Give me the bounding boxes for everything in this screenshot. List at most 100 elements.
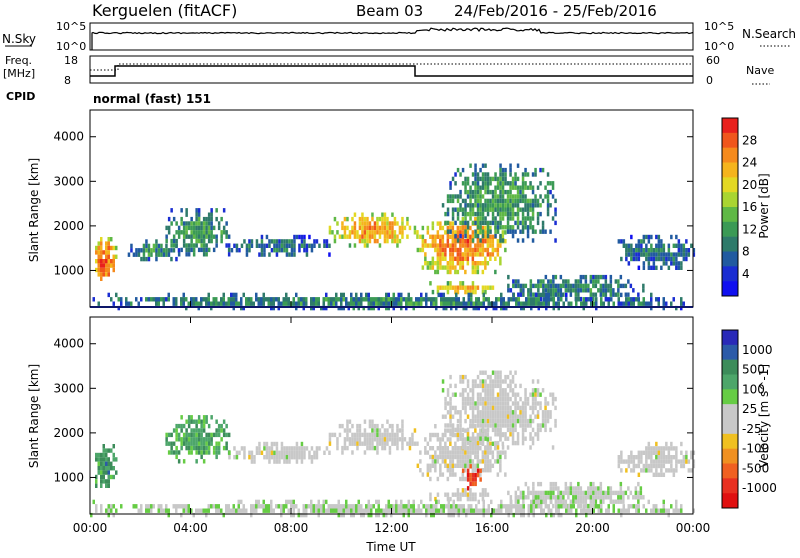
range-gate-cell (302, 301, 305, 306)
range-gate-cell (450, 508, 453, 513)
range-gate-cell (461, 374, 465, 380)
range-gate-cell (532, 504, 535, 509)
range-gate-cell (474, 383, 477, 389)
range-gate-cell (481, 410, 485, 415)
range-gate-cell (481, 401, 485, 406)
range-gate-cell (132, 252, 136, 257)
range-gate-cell (461, 427, 465, 433)
range-gate-cell (245, 297, 248, 302)
range-gate-cell (195, 445, 198, 451)
range-gate-cell (454, 239, 457, 244)
x-tick-label: 20:00 (575, 521, 610, 535)
range-gate-cell (424, 256, 427, 261)
range-gate-cell (376, 221, 379, 226)
range-gate-cell (614, 499, 618, 504)
range-gate-cell (479, 247, 482, 253)
range-gate-cell (371, 225, 374, 231)
range-gate-cell (677, 265, 681, 270)
range-gate-cell (464, 233, 467, 239)
range-gate-cell (652, 459, 656, 464)
range-gate-cell (222, 445, 226, 451)
range-gate-cell (446, 198, 450, 204)
range-gate-cell (647, 239, 651, 244)
range-gate-cell (474, 189, 477, 195)
range-gate-cell (479, 459, 482, 464)
range-gate-cell (107, 504, 110, 509)
range-gate-cell (102, 457, 105, 462)
range-gate-cell (474, 176, 477, 182)
range-gate-cell (352, 512, 355, 518)
range-gate-cell (599, 481, 603, 487)
range-gate-cell (420, 499, 423, 505)
range-gate-cell (499, 388, 502, 393)
range-gate-cell (446, 392, 450, 397)
range-gate-cell (464, 405, 467, 411)
range-gate-cell (544, 495, 548, 500)
range-gate-cell (285, 450, 289, 455)
range-gate-cell (95, 479, 98, 484)
range-gate-cell (692, 463, 696, 469)
range-gate-cell (486, 383, 490, 389)
range-gate-cell (439, 446, 442, 451)
range-gate-cell (481, 216, 485, 221)
range-gate-cell (514, 490, 518, 496)
range-gate-cell (592, 503, 595, 509)
range-gate-cell (337, 504, 340, 509)
range-gate-cell (652, 463, 656, 469)
range-gate-cell (637, 239, 641, 244)
range-gate-cell (487, 301, 490, 306)
range-gate-cell (439, 472, 442, 477)
range-gate-cell (417, 297, 420, 302)
range-gate-cell (440, 297, 443, 302)
range-gate-cell (451, 247, 455, 253)
range-gate-cell (310, 459, 314, 464)
range-gate-cell (492, 508, 495, 513)
range-gate-cell (361, 212, 364, 217)
range-gate-cell (263, 248, 266, 253)
range-gate-cell (456, 252, 460, 257)
range-gate-cell (451, 492, 455, 497)
range-gate-cell (396, 234, 399, 239)
range-gate-cell (610, 297, 613, 302)
range-gate-cell (441, 437, 445, 442)
range-gate-cell (215, 216, 218, 222)
range-gate-cell (514, 396, 517, 402)
range-gate-cell (285, 459, 289, 464)
range-gate-cell (574, 292, 578, 297)
range-gate-cell (652, 265, 656, 270)
range-gate-cell (240, 243, 244, 248)
range-gate-cell (476, 392, 480, 397)
range-gate-cell (315, 455, 319, 460)
range-gate-cell (489, 239, 492, 244)
colorbar-tick-label: 24 (742, 156, 757, 170)
range-gate-cell (647, 261, 651, 266)
range-gate-cell (187, 432, 191, 438)
range-gate-cell (260, 504, 263, 509)
range-gate-cell (575, 297, 578, 302)
range-gate-cell (521, 185, 525, 190)
range-gate-cell (564, 499, 568, 504)
range-gate-cell (474, 211, 477, 217)
range-gate-cell (632, 256, 636, 262)
range-gate-cell (170, 445, 173, 451)
range-gate-cell (425, 504, 428, 509)
range-gate-cell (535, 297, 538, 302)
range-gate-cell (107, 237, 110, 242)
range-gate-cell (242, 504, 245, 509)
range-gate-cell (675, 256, 678, 262)
range-gate-cell (667, 243, 671, 248)
range-gate-cell (456, 247, 460, 253)
range-gate-cell (150, 504, 153, 509)
range-gate-cell (381, 230, 384, 235)
range-gate-cell (677, 508, 680, 513)
range-gate-cell (278, 455, 281, 460)
range-gate-cell (392, 297, 395, 302)
range-gate-cell (464, 374, 467, 380)
range-gate-cell (499, 418, 502, 424)
range-gate-cell (202, 419, 206, 424)
range-gate-cell (527, 297, 530, 302)
range-gate-cell (392, 292, 395, 298)
range-gate-cell (165, 297, 168, 302)
range-gate-cell (514, 211, 517, 217)
range-gate-cell (459, 459, 462, 464)
